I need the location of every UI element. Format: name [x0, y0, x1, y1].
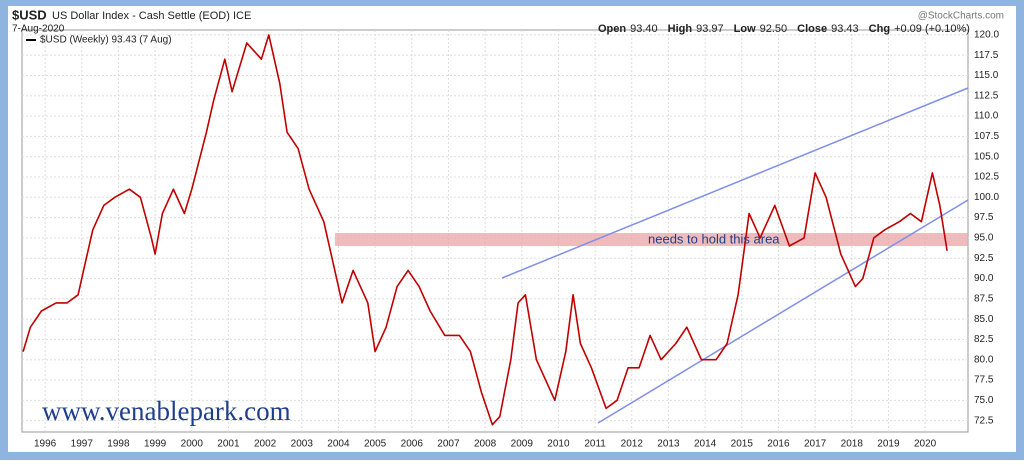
x-tick-label: 2018: [841, 439, 864, 450]
quote-value: 93.97: [696, 23, 724, 35]
x-tick-label: 1997: [71, 439, 94, 450]
y-tick-label: 117.5: [974, 50, 999, 61]
quote-value: +0.09 (+0.10%): [894, 23, 970, 35]
x-tick-label: 2004: [327, 439, 350, 450]
x-tick-label: 1998: [107, 439, 130, 450]
quote-label: High: [668, 23, 693, 35]
price-line: [22, 34, 948, 426]
x-tick-label: 2020: [914, 439, 937, 450]
x-tick-label: 2016: [767, 439, 790, 450]
quote-label: Low: [734, 23, 756, 35]
x-tick-label: 1999: [144, 439, 167, 450]
x-tick-label: 2015: [731, 439, 754, 450]
x-tick-label: 2014: [694, 439, 717, 450]
y-tick-label: 115.0: [974, 70, 999, 81]
x-tick-label: 2006: [401, 439, 424, 450]
panel: [8, 6, 1016, 452]
legend: $USD (Weekly) 93.43 (7 Aug): [40, 35, 172, 46]
support-band: [335, 233, 968, 246]
x-tick-label: 2017: [804, 439, 827, 450]
y-tick-label: 120.0: [974, 30, 999, 41]
x-tick-label: 2010: [547, 439, 570, 450]
y-tick-label: 97.5: [974, 212, 994, 223]
x-tick-label: 2011: [584, 439, 606, 450]
x-tick-label: 2009: [511, 439, 534, 450]
source: @StockCharts.com: [918, 11, 1004, 22]
y-tick-label: 90.0: [974, 273, 994, 284]
x-tick-label: 2013: [657, 439, 680, 450]
y-tick-label: 102.5: [974, 172, 999, 183]
quote-label: Open: [598, 23, 626, 35]
y-tick-label: 100.0: [974, 192, 999, 203]
y-tick-label: 112.5: [974, 90, 999, 101]
x-tick-label: 2000: [181, 439, 204, 450]
annotation: needs to hold this area: [648, 231, 780, 246]
plot-border: [21, 29, 969, 433]
y-tick-label: 87.5: [974, 293, 994, 304]
x-tick-label: 2019: [877, 439, 900, 450]
y-tick-label: 77.5: [974, 375, 994, 386]
y-tick-label: 95.0: [974, 233, 994, 244]
y-tick-label: 72.5: [974, 415, 994, 426]
quote-value: 93.43: [831, 23, 859, 35]
y-tick-label: 80.0: [974, 354, 994, 365]
x-tick-label: 2003: [291, 439, 314, 450]
date: 7-Aug-2020: [12, 24, 65, 35]
x-tick-label: 2012: [621, 439, 644, 450]
symbol: $USD: [12, 7, 47, 22]
y-tick-label: 82.5: [974, 334, 994, 345]
x-tick-label: 2002: [254, 439, 277, 450]
quote: Open 93.40 High 93.97 Low 92.50 Close 93.43 Chg +…: [598, 23, 970, 35]
x-tick-label: 2005: [364, 439, 387, 450]
quote-value: 92.50: [760, 23, 788, 35]
grid: [22, 30, 968, 432]
y-tick-label: 105.0: [974, 151, 999, 162]
x-tick-label: 2001: [217, 439, 240, 450]
title: US Dollar Index - Cash Settle (EOD) ICE: [52, 10, 251, 22]
x-tick-label: 1996: [34, 439, 57, 450]
y-tick-label: 75.0: [974, 395, 994, 406]
quote-label: Close: [797, 23, 827, 35]
lower-trendline: [597, 199, 969, 424]
x-tick-label: 2007: [437, 439, 460, 450]
x-tick-label: 2008: [474, 439, 497, 450]
y-tick-label: 110.0: [974, 111, 999, 122]
watermark: www.venablepark.com: [42, 396, 291, 426]
quote-label: Chg: [869, 23, 890, 35]
y-tick-label: 107.5: [974, 131, 999, 142]
y-tick-label: 92.5: [974, 253, 994, 264]
y-tick-label: 85.0: [974, 314, 994, 325]
upper-trendline: [501, 87, 969, 279]
quote-value: 93.40: [630, 23, 658, 35]
